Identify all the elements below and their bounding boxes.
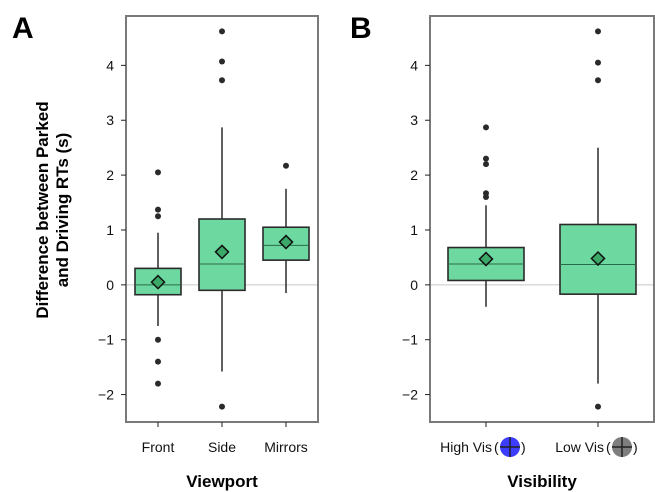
- box-high-vis-mean-marker: [478, 251, 494, 267]
- panel-a-x-tick-label: Side: [208, 439, 236, 455]
- box-high-vis-outlier: [483, 155, 489, 162]
- panel-a-x-axis-title: Viewport: [186, 472, 258, 491]
- panel-a-x-tick-label: Mirrors: [264, 439, 308, 455]
- panel-b-x-tick-paren-close: ): [633, 439, 638, 455]
- box-side: [198, 28, 246, 410]
- panel-letter-a: A: [12, 12, 34, 45]
- panel-a-marks: [134, 28, 310, 410]
- panel-b-y-tick-label: 3: [410, 112, 418, 128]
- panel-a-y-tick-label: 1: [106, 222, 114, 238]
- panel-a-y-tick-label: 0: [106, 277, 114, 293]
- box-side-outlier: [219, 403, 225, 410]
- box-front-outlier: [155, 206, 161, 213]
- panel-b-x-ticks: High Vis() Low Vis(): [440, 422, 638, 457]
- panel-a-y-tick-label: −2: [98, 387, 114, 403]
- panel-a-y-ticks: −2 −1 0 1 2 3 4: [98, 57, 126, 403]
- box-front-mean-marker: [150, 274, 166, 290]
- box-low-vis-outlier: [595, 59, 601, 66]
- box-low-vis-mean-marker: [590, 250, 606, 267]
- panel-b-x-tick-paren-open: (: [494, 439, 499, 455]
- panel-b-y-tick-label: 2: [410, 167, 418, 183]
- y-axis-title-line-2: and Driving RTs (s): [53, 133, 72, 288]
- panel-letter-b: B: [350, 12, 372, 45]
- panel-b-marks: [447, 28, 637, 410]
- panel-b-y-tick-label: 1: [410, 222, 418, 238]
- panel-a-y-tick-label: 2: [106, 167, 114, 183]
- y-axis-title: Difference between Parked and Driving RT…: [33, 101, 72, 318]
- box-high-vis-outlier: [483, 194, 489, 201]
- panel-b-frame: [429, 15, 655, 423]
- box-front-outlier: [155, 336, 161, 343]
- panel-a-y-tick-label: 4: [106, 57, 114, 73]
- box-low-vis: [559, 28, 637, 410]
- box-front-outlier: [155, 213, 161, 220]
- box-front: [134, 169, 182, 387]
- low-vis-crosshair-icon: [612, 437, 632, 457]
- panel-a-x-ticks: Front Side Mirrors: [142, 422, 308, 455]
- box-front-outlier: [155, 169, 161, 176]
- panel-a-plot: −2 −1 0 1 2 3 4 Front Side Mirrors Viewport: [98, 15, 319, 491]
- box-high-vis-outlier: [483, 124, 489, 131]
- box-low-vis-iqr: [559, 223, 637, 295]
- box-low-vis-outlier: [595, 77, 601, 84]
- box-front-outlier: [155, 380, 161, 387]
- box-side-outlier: [219, 28, 225, 35]
- box-side-mean-marker: [214, 244, 230, 260]
- panel-b-y-tick-label: 4: [410, 57, 418, 73]
- panel-b-x-tick-paren-close: ): [521, 439, 526, 455]
- box-mirrors-outlier: [283, 162, 289, 169]
- box-high-vis: [447, 124, 525, 307]
- panel-b-y-ticks: −2 −1 0 1 2 3 4: [402, 57, 430, 403]
- panel-b-y-tick-label: −2: [402, 387, 418, 403]
- box-side-outlier: [219, 58, 225, 65]
- box-front-outlier: [155, 358, 161, 365]
- box-mirrors-mean-marker: [278, 234, 294, 250]
- panel-b-y-tick-label: 0: [410, 277, 418, 293]
- box-mirrors: [262, 162, 310, 294]
- panel-a-x-tick-label: Front: [142, 439, 175, 455]
- panel-b-x-axis-title: Visibility: [507, 472, 577, 491]
- panel-b-x-tick-label: High Vis: [440, 439, 492, 455]
- box-side-outlier: [219, 77, 225, 84]
- y-axis-title-line-1: Difference between Parked: [33, 101, 52, 318]
- panel-a-y-tick-label: −1: [98, 332, 114, 348]
- box-low-vis-outlier: [595, 28, 601, 35]
- high-vis-crosshair-icon: [500, 437, 520, 457]
- panel-b-x-tick-label: Low Vis: [555, 439, 604, 455]
- box-low-vis-outlier: [595, 403, 601, 410]
- box-high-vis-outlier: [483, 161, 489, 168]
- panel-b-x-tick-paren-open: (: [606, 439, 611, 455]
- panel-b-y-tick-label: −1: [402, 332, 418, 348]
- panel-a-y-tick-label: 3: [106, 112, 114, 128]
